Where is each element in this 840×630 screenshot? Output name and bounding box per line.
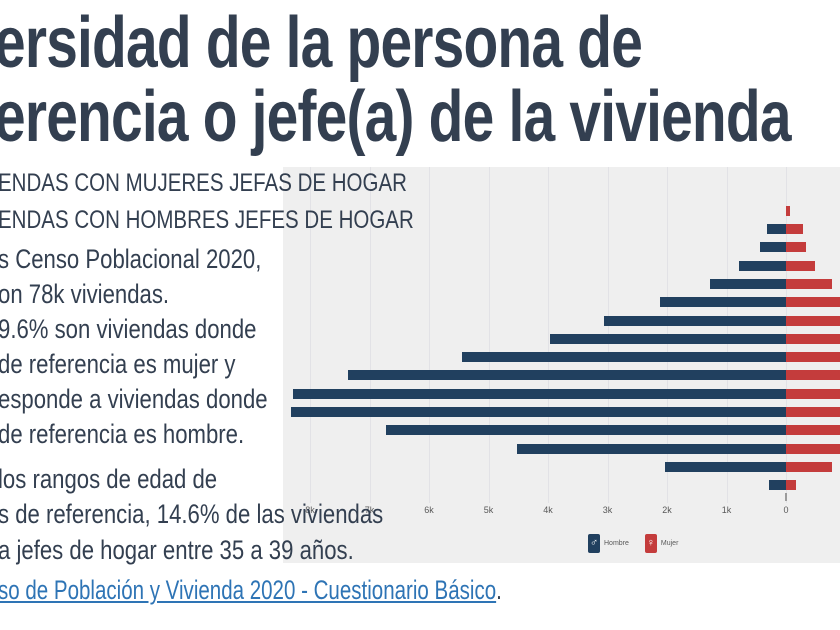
- source-line: so de Población y Vivienda 2020 - Cuesti…: [0, 575, 502, 606]
- pyramid-bar-hombre: [461, 352, 786, 363]
- gridline: [310, 167, 311, 503]
- pyramid-bar-mujer: [786, 224, 803, 234]
- axis-tick-label: 6k: [424, 505, 434, 515]
- pyramid-bar-mujer: [786, 260, 816, 271]
- pyramid-bar-hombre: [290, 407, 786, 417]
- pyramid-bar-hombre: [768, 480, 786, 491]
- source-suffix: .: [496, 575, 502, 605]
- pyramid-bar-hombre: [659, 297, 786, 308]
- pyramid-bar-mujer: [786, 425, 840, 436]
- axis-tick-label: 0: [783, 505, 789, 515]
- pyramid-bar-hombre: [549, 333, 786, 344]
- pyramid-chart: 8k 7k 6k 5k 4k 3k 2k 1k 0 ♂ Hombre ♀ Mujer: [283, 167, 840, 563]
- axis-tick-label: 7k: [364, 505, 375, 515]
- body-line: 9.6% son viviendas donde: [0, 314, 257, 344]
- body-line: ENDAS CON HOMBRES JEFES DE HOGAR: [0, 206, 414, 234]
- slide-title-line1: ersidad de la persona de: [0, 3, 643, 83]
- pyramid-bar-mujer: [786, 242, 807, 253]
- pyramid-bar-mujer: [786, 461, 832, 472]
- body-line: de referencia es mujer y: [0, 349, 236, 379]
- axis-tick-label: 4k: [543, 505, 553, 515]
- female-icon: ♀: [644, 534, 657, 553]
- pyramid-bar-mujer: [786, 480, 797, 491]
- pyramid-bar-mujer: [786, 205, 791, 216]
- slide-title-line2: erencia o jefe(a) de la vivienda: [0, 77, 791, 157]
- male-icon: ♂: [588, 534, 600, 553]
- pyramid-bar-hombre: [738, 260, 786, 271]
- pyramid-bar-hombre: [603, 315, 786, 326]
- axis-tick-label: 8k: [305, 505, 315, 515]
- pyramid-bar-hombre: [517, 443, 786, 454]
- pyramid-bar-mujer: [786, 443, 840, 454]
- pyramid-bar-hombre: [348, 370, 786, 381]
- pyramid-bar-mujer: [786, 352, 840, 363]
- legend-label-mujer: Mujer: [660, 540, 679, 547]
- pyramid-bar-mujer: [786, 278, 833, 289]
- pyramid-bar-mujer: [786, 333, 840, 344]
- pyramid-bar-hombre: [709, 278, 786, 289]
- pyramid-bar-mujer: [786, 370, 840, 381]
- legend-label-hombre: Hombre: [604, 540, 629, 547]
- pyramid-bar-mujer: [786, 315, 840, 326]
- axis-zero-tick: [785, 493, 787, 501]
- axis-tick-label: 1k: [721, 505, 732, 515]
- pyramid-bar-mujer: [786, 388, 840, 399]
- pyramid-bar-hombre: [386, 425, 786, 436]
- body-line: esponde a viviendas donde: [0, 384, 268, 414]
- axis-tick-label: 5k: [483, 505, 494, 515]
- body-line: de referencia es hombre.: [0, 419, 245, 449]
- gridline: [369, 167, 371, 503]
- pyramid-bar-hombre: [292, 388, 786, 399]
- pyramid-bar-mujer: [786, 407, 840, 417]
- chart-legend: ♂ Hombre ♀ Mujer: [588, 534, 678, 553]
- body-line: s Censo Poblacional 2020,: [0, 244, 262, 274]
- gridline: [548, 167, 549, 503]
- gridline: [488, 167, 490, 503]
- body-line: on 78k viviendas.: [0, 279, 170, 309]
- body-line: a jefes de hogar entre 35 a 39 años.: [0, 535, 354, 565]
- body-line: ENDAS CON MUJERES JEFAS DE HOGAR: [0, 169, 407, 197]
- axis-tick-label: 2k: [662, 505, 672, 515]
- pyramid-bar-mujer: [786, 297, 840, 308]
- body-line: s de referencia, 14.6% de las viviendas: [0, 499, 384, 529]
- pyramid-bar-hombre: [759, 242, 786, 253]
- body-line: los rangos de edad de: [0, 464, 218, 494]
- axis-tick-label: 3k: [602, 505, 613, 515]
- pyramid-bar-hombre: [766, 224, 786, 234]
- gridline: [429, 167, 430, 503]
- source-link[interactable]: so de Población y Vivienda 2020 - Cuesti…: [0, 575, 497, 605]
- pyramid-bar-hombre: [665, 461, 786, 472]
